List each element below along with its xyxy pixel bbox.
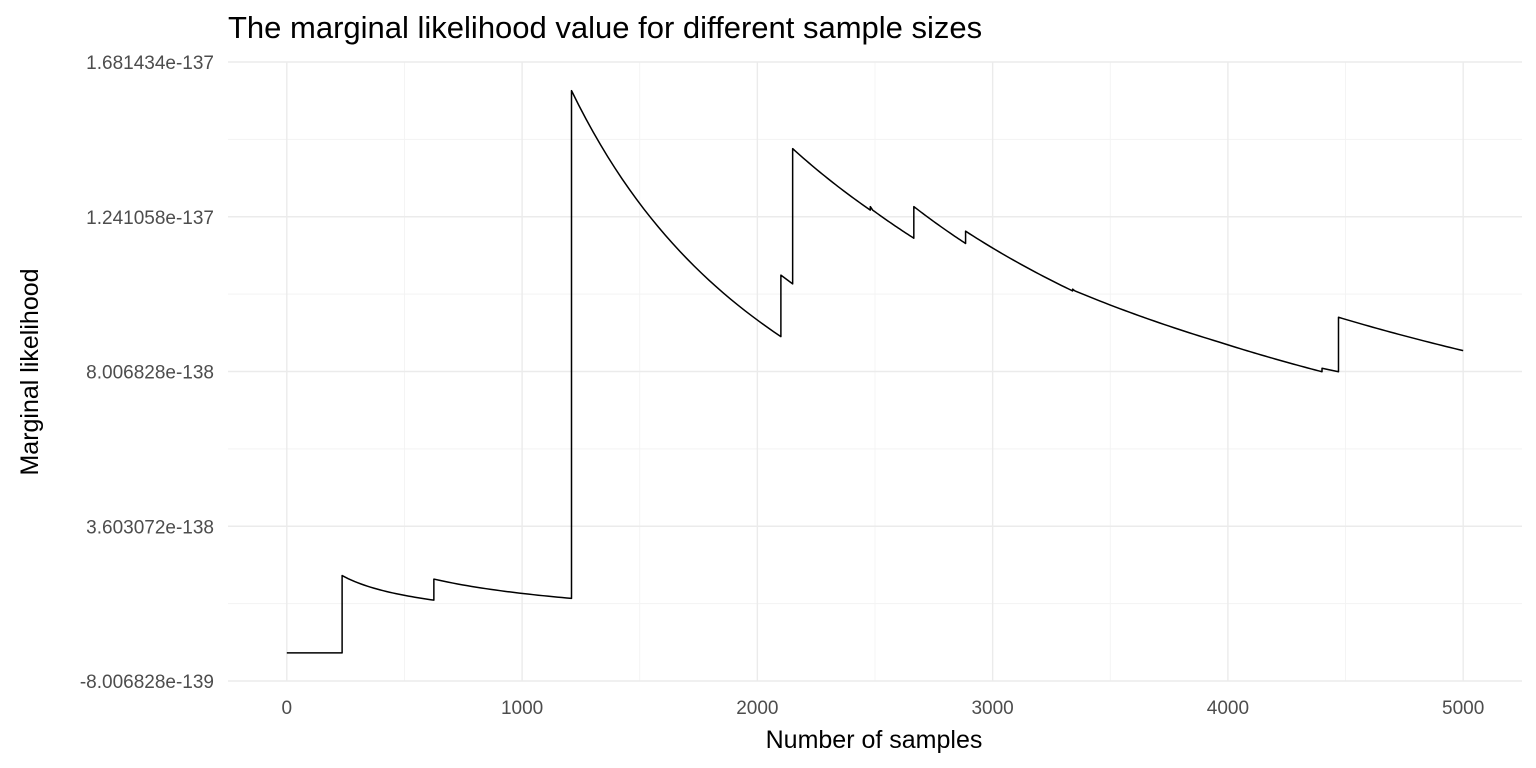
x-tick-label: 0 xyxy=(282,698,293,719)
x-tick-label: 4000 xyxy=(1207,698,1249,719)
y-tick-label: 1.681434e-137 xyxy=(86,53,214,74)
x-tick-label: 2000 xyxy=(736,698,778,719)
data-series xyxy=(286,89,1464,654)
x-tick-label: 5000 xyxy=(1442,698,1484,719)
marginal-likelihood-line xyxy=(286,89,1464,654)
chart-title: The marginal likelihood value for differ… xyxy=(228,10,983,45)
x-tick-label: 1000 xyxy=(501,698,543,719)
y-tick-label: 1.241058e-137 xyxy=(86,208,214,229)
y-axis-title: Marginal likelihood xyxy=(16,268,44,475)
x-tick-label: 3000 xyxy=(971,698,1013,719)
x-axis-title: Number of samples xyxy=(766,726,983,754)
y-tick-label: 8.006828e-138 xyxy=(86,363,214,384)
tick-labels: 0 1000 2000 3000 4000 5000 -8.006828e-139 3.603… xyxy=(80,53,1484,719)
gridlines xyxy=(228,61,1522,682)
y-tick-label: 3.603072e-138 xyxy=(86,517,214,538)
y-tick-label: -8.006828e-139 xyxy=(80,672,214,693)
